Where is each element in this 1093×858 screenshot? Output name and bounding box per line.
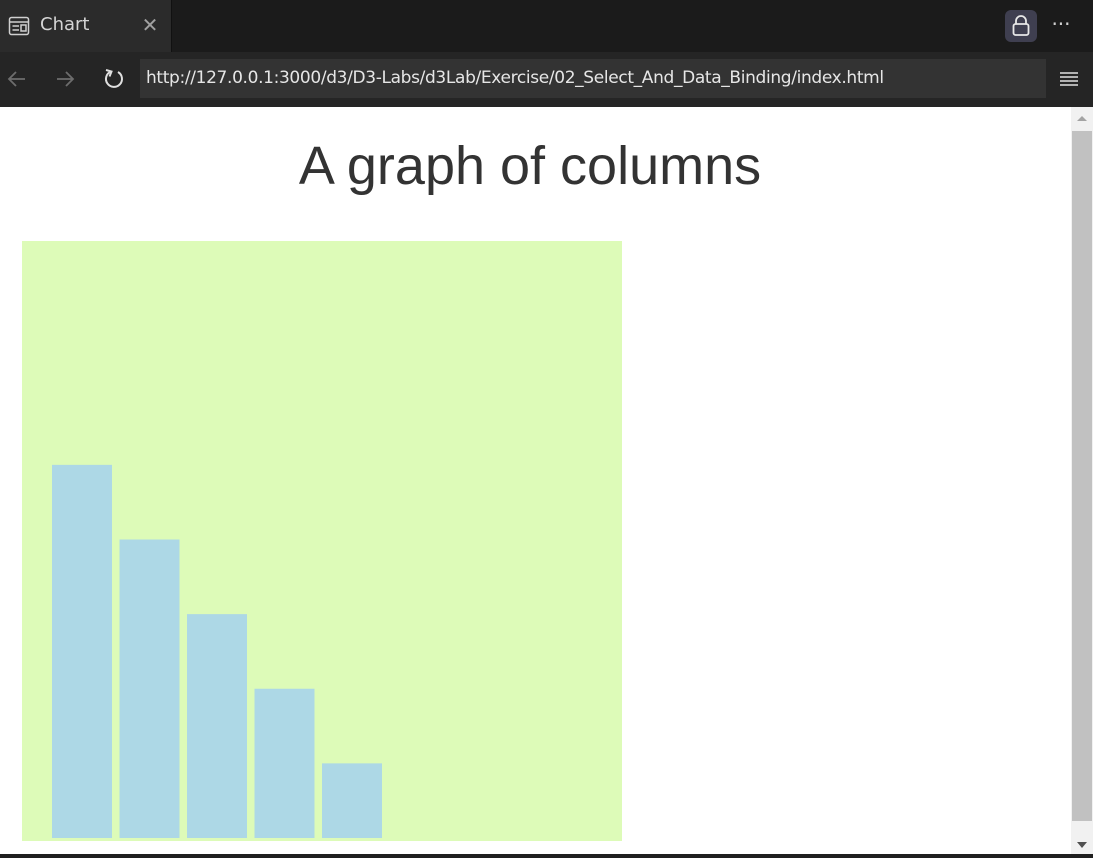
tab-title: Chart <box>40 14 90 35</box>
page-title: A graph of columns <box>298 136 762 196</box>
forward-arrow-icon <box>57 71 75 87</box>
chart-bar-4 <box>254 688 315 838</box>
navigation-bar: http://127.0.0.1:3000/d3/D3-Labs/d3Lab/E… <box>0 52 1093 107</box>
more-options-icon[interactable]: ··· <box>1051 12 1071 36</box>
bar-group <box>52 464 382 838</box>
url-text: http://127.0.0.1:3000/d3/D3-Labs/d3Lab/E… <box>146 68 884 88</box>
address-bar[interactable]: http://127.0.0.1:3000/d3/D3-Labs/d3Lab/E… <box>140 59 1046 98</box>
menu-button[interactable] <box>1057 67 1083 91</box>
close-icon[interactable]: ✕ <box>141 13 159 37</box>
chart-bar-5 <box>322 763 382 838</box>
hamburger-menu-icon <box>1060 72 1078 86</box>
browser-tabstrip: Chart ✕ ··· <box>0 0 1093 52</box>
chart-bar-1 <box>52 464 112 838</box>
column-chart <box>22 241 622 841</box>
back-arrow-icon <box>7 71 25 87</box>
reload-button[interactable] <box>99 64 129 94</box>
lock-icon <box>1012 15 1030 36</box>
vertical-scrollbar[interactable] <box>1071 107 1093 854</box>
reload-icon <box>105 69 123 88</box>
lock-button[interactable] <box>1005 10 1037 42</box>
page-viewport: A graph of columns <box>0 107 1071 854</box>
tab-chart[interactable]: Chart ✕ <box>0 0 172 52</box>
scroll-up-arrow-icon[interactable] <box>1071 107 1093 129</box>
chart-bar-2 <box>119 539 180 838</box>
page-icon <box>8 16 30 36</box>
back-button[interactable] <box>2 64 32 94</box>
forward-button[interactable] <box>50 64 80 94</box>
scroll-down-arrow-icon[interactable] <box>1071 838 1093 854</box>
scrollbar-thumb[interactable] <box>1072 131 1092 821</box>
chart-bar-3 <box>187 614 247 838</box>
